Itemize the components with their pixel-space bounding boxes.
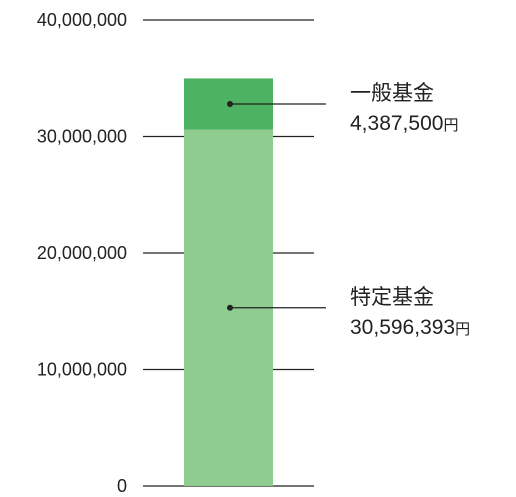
series-value: 4,387,500 <box>350 112 443 135</box>
series-value-label: 30,596,393円 <box>350 316 470 339</box>
y-tick-label: 10,000,000 <box>37 360 127 380</box>
series-unit: 円 <box>443 117 458 134</box>
series-name-label: 特定基金 <box>350 286 434 309</box>
y-axis-tick-labels: 0 10,000,000 20,000,000 30,000,000 40,000,00… <box>37 10 127 496</box>
y-tick-label: 40,000,000 <box>37 10 127 30</box>
y-tick-label: 20,000,000 <box>37 243 127 263</box>
y-tick-label: 30,000,000 <box>37 127 127 147</box>
series-unit: 円 <box>455 321 470 338</box>
bar-segments <box>184 78 273 487</box>
series-value-label: 4,387,500円 <box>350 112 458 135</box>
series-value: 30,596,393 <box>350 316 455 339</box>
y-tick-label: 0 <box>117 476 127 492</box>
series-name-label: 一般基金 <box>350 82 434 105</box>
